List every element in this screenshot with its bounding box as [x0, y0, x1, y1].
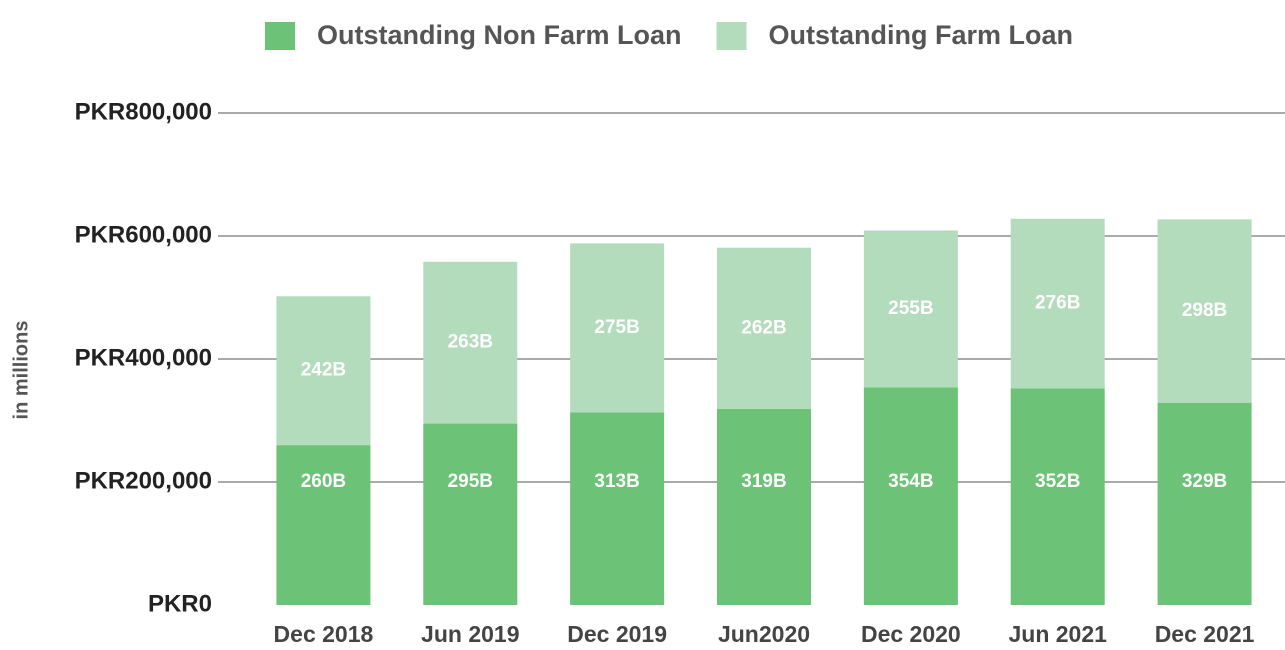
y-tick-label: PKR600,000: [75, 221, 212, 248]
data-label: 319B: [741, 471, 786, 492]
data-label: 242B: [301, 360, 346, 381]
data-label: 260B: [301, 471, 346, 492]
data-label: 263B: [448, 332, 493, 353]
bar: [863, 387, 958, 605]
data-label: 352B: [1035, 471, 1080, 492]
bar: [717, 247, 811, 409]
x-tick-label: Dec 2021: [1155, 621, 1255, 647]
bar: [1010, 388, 1105, 605]
y-tick-label: PKR400,000: [75, 344, 212, 371]
bar: [423, 261, 518, 424]
data-label: 313B: [594, 471, 639, 492]
data-label: 329B: [1182, 471, 1227, 492]
x-tick-label: Jun2020: [718, 621, 810, 647]
bar: [276, 296, 371, 446]
x-tick-label: Jun 2021: [1008, 621, 1107, 647]
data-label: 298B: [1182, 300, 1227, 321]
x-tick-label: Dec 2018: [274, 621, 374, 647]
bar: [276, 445, 371, 605]
x-tick-label: Dec 2020: [861, 621, 961, 647]
bar: [1157, 219, 1252, 403]
data-label: 276B: [1035, 293, 1080, 314]
legend-label: Outstanding Farm Loan: [769, 20, 1074, 50]
legend-swatch: [716, 22, 747, 50]
bar: [570, 243, 665, 413]
x-tick-label: Dec 2019: [567, 621, 667, 647]
bar: [1157, 402, 1252, 605]
legend-swatch: [265, 22, 295, 50]
x-tick-label: Jun 2019: [421, 621, 519, 647]
bar: [863, 230, 958, 388]
data-label: 295B: [448, 471, 493, 492]
y-tick-label: PKR800,000: [75, 98, 212, 125]
bar: [1010, 218, 1105, 389]
data-label: 275B: [594, 317, 639, 338]
y-tick-label: PKR0: [148, 590, 212, 617]
bar: [570, 412, 665, 605]
data-label: 262B: [741, 317, 786, 338]
bar: [717, 408, 811, 605]
legend-label: Outstanding Non Farm Loan: [317, 20, 682, 50]
bar: [423, 423, 518, 605]
y-tick-label: PKR200,000: [75, 467, 212, 494]
data-label: 354B: [888, 471, 933, 492]
data-label: 255B: [888, 298, 933, 319]
y-axis-label: in millions: [10, 321, 32, 420]
